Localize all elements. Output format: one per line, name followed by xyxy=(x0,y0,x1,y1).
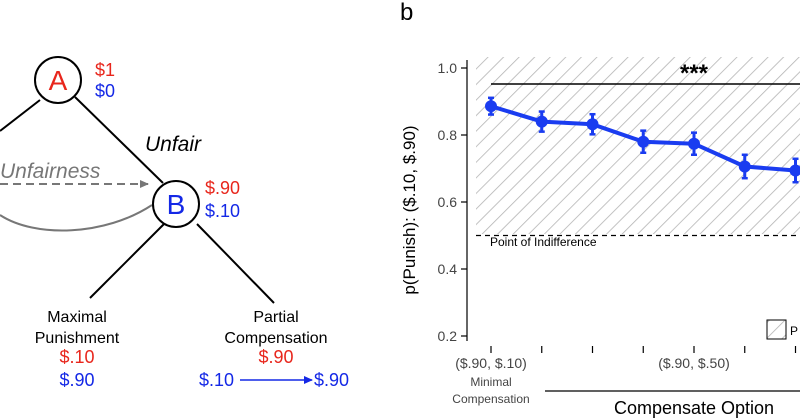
node-a-amount-blue: $0 xyxy=(95,81,115,101)
xtick-mid-values: ($.90, $.50) xyxy=(658,355,730,371)
right-option-title-1: Partial xyxy=(253,309,298,326)
legend-label-partial: P xyxy=(790,324,798,338)
xtick-left-caption-1: Minimal xyxy=(470,375,511,389)
data-point xyxy=(688,137,700,150)
left-option-title-1: Maximal xyxy=(47,309,107,326)
y-tick-label: 0.4 xyxy=(438,261,458,277)
node-a-amount-red: $1 xyxy=(95,60,115,80)
legend-swatch xyxy=(766,319,787,340)
x-ticks xyxy=(490,346,797,353)
unfairness-label: Unfairness xyxy=(0,160,101,183)
node-b-label: B xyxy=(167,189,186,220)
y-ticks: 0.2 0.4 0.6 0.8 1.0 xyxy=(438,60,467,344)
left-option-amount-red: $.10 xyxy=(59,347,94,367)
curved-connector xyxy=(0,204,153,232)
y-tick-label: 0.2 xyxy=(438,328,458,344)
left-option-amount-blue: $.90 xyxy=(59,370,94,390)
xtick-left-values: ($.90, $.10) xyxy=(455,355,527,371)
panel-b-label: b xyxy=(400,0,413,26)
data-point xyxy=(789,164,800,177)
y-tick-label: 0.8 xyxy=(438,127,458,143)
panel-b: b 0.2 0.4 0.6 0.8 1.0 *** Point of Indiffere… xyxy=(400,0,800,418)
node-b-circle xyxy=(152,180,200,228)
node-b-amount-blue: $.10 xyxy=(205,201,240,221)
data-point xyxy=(485,100,497,113)
data-points xyxy=(485,100,800,177)
hatched-region xyxy=(476,57,800,234)
right-option-amount-blue-from: $.10 xyxy=(199,370,234,390)
data-point xyxy=(637,135,650,148)
xtick-left-caption-2: Compensation xyxy=(452,392,529,406)
significance-stars: *** xyxy=(680,60,709,87)
indifference-label: Point of Indifference xyxy=(490,235,597,249)
node-b-amount-red: $.90 xyxy=(205,178,240,198)
left-option-title-2: Punishment xyxy=(35,330,120,347)
edge-b-right xyxy=(196,223,275,304)
panel-a: A $1 $0 B $.90 $.10 Unfair Unfairness Ma… xyxy=(0,56,349,390)
edge-a-b xyxy=(74,96,164,184)
data-point xyxy=(535,115,548,128)
node-a-circle xyxy=(34,56,82,104)
edge-a-left xyxy=(0,99,41,132)
unfair-label: Unfair xyxy=(145,133,202,156)
y-tick-label: 0.6 xyxy=(438,194,458,210)
right-option-title-2: Compensation xyxy=(224,330,327,347)
right-option-amount-blue-to: $.90 xyxy=(314,370,349,390)
node-a-label: A xyxy=(49,65,68,96)
data-point xyxy=(738,160,751,173)
data-point xyxy=(586,118,599,131)
edge-b-left xyxy=(89,223,165,299)
y-axis-label: p(Punish): ($.10, $.90) xyxy=(400,125,419,294)
y-tick-label: 1.0 xyxy=(438,60,458,76)
x-axis-label: Compensate Option xyxy=(614,398,774,418)
right-option-amount-red: $.90 xyxy=(258,347,293,367)
